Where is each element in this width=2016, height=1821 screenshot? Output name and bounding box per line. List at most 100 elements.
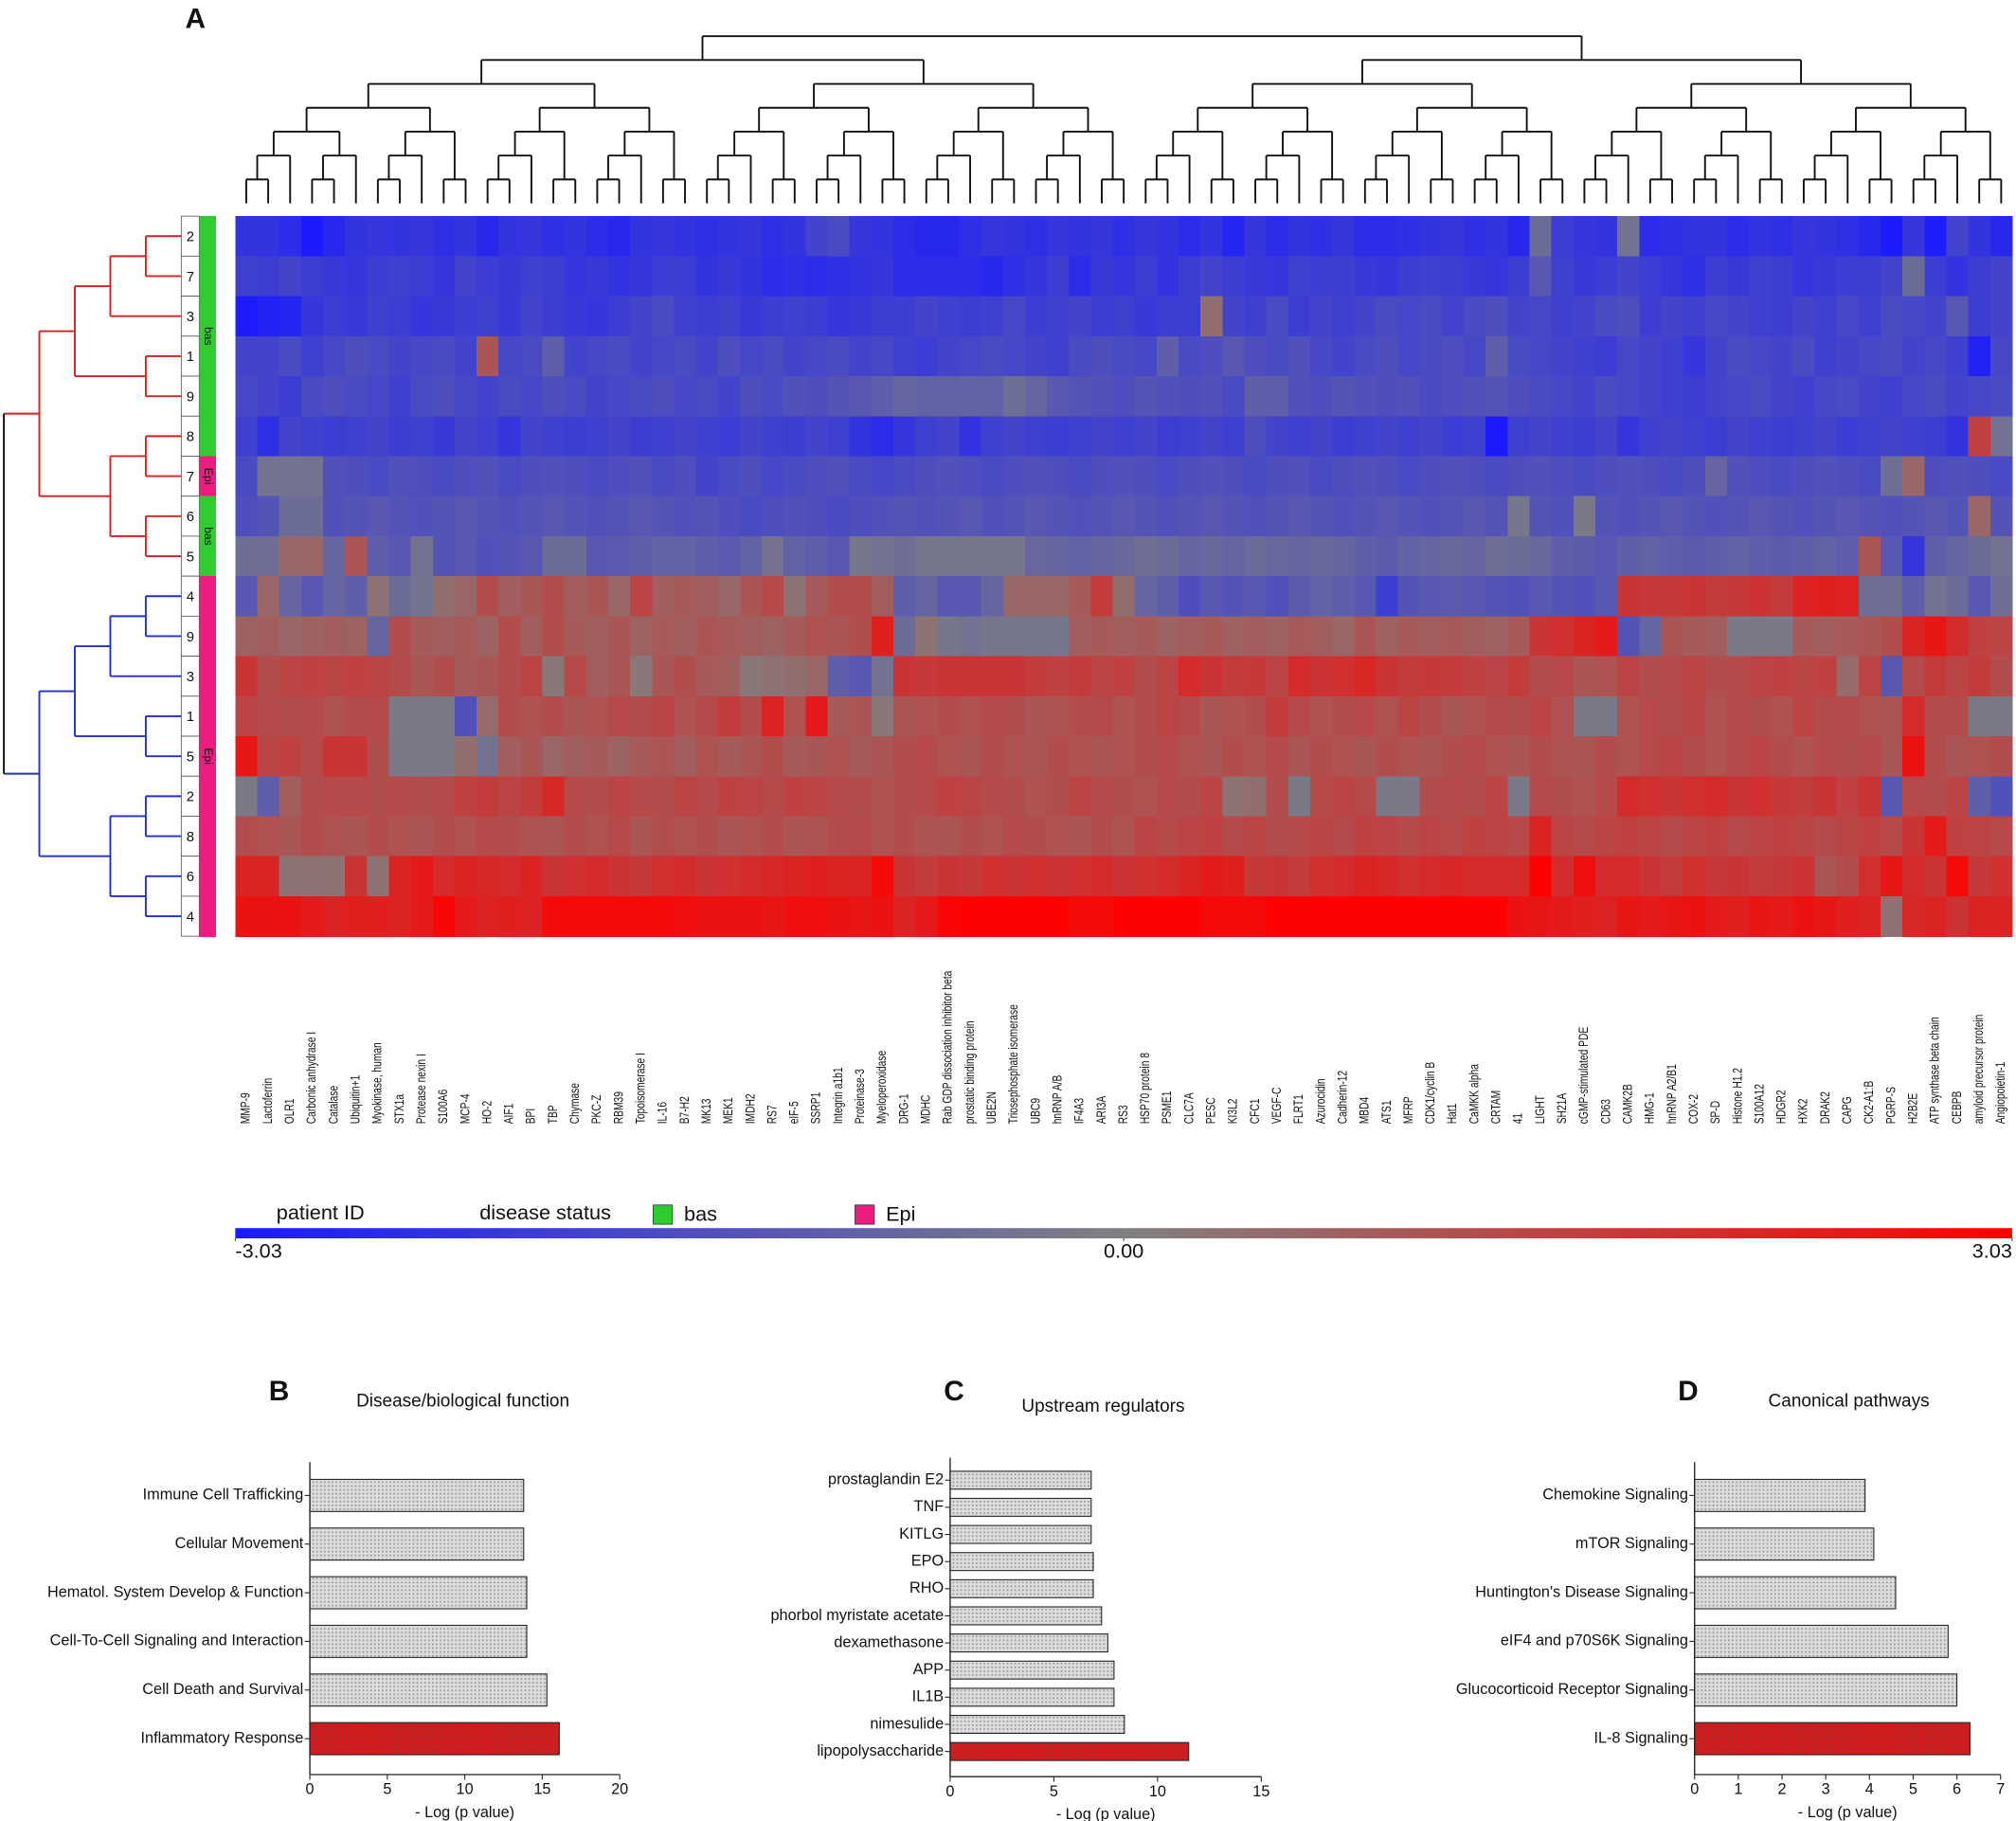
x-tick-label: 10 [457,1781,474,1798]
heatmap-cell [477,895,500,937]
heatmap-cell [1441,656,1465,697]
column-label: Azurocidin [1313,1078,1328,1124]
heatmap-cell [607,816,631,857]
heatmap-cell [257,895,280,937]
heatmap-cell [1639,616,1663,658]
heatmap-cell [1836,335,1860,377]
heatmap-cell [1683,335,1706,377]
heatmap-cell [1946,736,1970,778]
heatmap-cell [1661,695,1684,737]
heatmap-cell [1836,816,1860,857]
heatmap-cell [937,895,961,937]
heatmap-cell [1244,816,1268,857]
heatmap-cell [717,416,741,458]
heatmap-cell [1090,695,1114,737]
x-tick-label: 1 [1734,1781,1742,1798]
heatmap-cell [871,456,894,497]
x-tick-label: 0 [945,1783,954,1800]
heatmap-cell [1880,695,1903,737]
heatmap-cell [1792,376,1816,418]
heatmap-cell [1376,496,1399,537]
heatmap-cell [1266,496,1289,537]
heatmap-cell [1858,256,1881,297]
status-cell [199,736,216,777]
heatmap-cell [564,335,587,377]
heatmap-cell [235,335,259,377]
heatmap-cell [739,256,763,297]
heatmap-cell [1573,335,1596,377]
heatmap-cell [1771,576,1794,618]
bar [1694,1478,1866,1512]
column-label: Hat1 [1445,1104,1460,1125]
x-axis-label: - Log (p value) [1798,1804,1898,1821]
heatmap-cell [1047,496,1071,537]
heatmap-cell [1376,736,1399,778]
heatmap-cell [762,695,785,737]
heatmap-cell [1419,456,1443,497]
heatmap-cell [432,256,456,297]
heatmap-cell [1507,856,1531,897]
heatmap-cell [1179,776,1202,818]
heatmap-cell [805,616,829,658]
heatmap-cell [1617,856,1641,897]
heatmap-cell [1946,576,1970,618]
heatmap-cell [1924,656,1948,697]
heatmap-cell [1376,776,1399,818]
heatmap-cell [1024,616,1048,658]
heatmap-cell [1332,416,1356,458]
heatmap-cell [1704,335,1728,377]
heatmap-cell [1683,216,1706,258]
heatmap-cell [300,256,324,297]
heatmap-cell [432,296,456,337]
heatmap-cell [1683,895,1706,937]
heatmap-cell [1836,856,1860,897]
heatmap-cell [454,576,477,618]
heatmap-cell [1090,736,1114,778]
heatmap-cell [1726,216,1750,258]
heatmap-cell [1354,216,1377,258]
heatmap-cell [893,736,916,778]
heatmap-cell [607,256,631,297]
heatmap-cell [1332,376,1356,418]
heatmap-cell [1024,776,1048,818]
heatmap-cell [1639,535,1663,577]
heatmap-cell [893,496,916,537]
heatmap-cell [915,695,939,737]
heatmap-cell [762,456,785,497]
heatmap-cell [1485,335,1509,377]
heatmap-cell [477,296,500,337]
heatmap-cell [827,736,851,778]
heatmap-cell [410,776,434,818]
category-label: Hematol. System Develop & Function [47,1583,303,1600]
heatmap-cell [1924,216,1948,258]
heatmap-cell [279,895,302,937]
heatmap-cell [739,535,763,577]
heatmap-cell [564,695,587,737]
heatmap-cell [762,776,785,818]
heatmap-cell [1397,496,1421,537]
heatmap-cell [1573,456,1596,497]
heatmap-cell [1419,695,1443,737]
heatmap-cell [345,496,369,537]
heatmap-cell [849,695,873,737]
heatmap-cell [630,416,654,458]
heatmap-cell [520,335,544,377]
heatmap-cell [498,335,522,377]
heatmap-cell [542,576,566,618]
column-label: CLC7A [1181,1092,1197,1125]
heatmap-cell [1639,216,1663,258]
heatmap-cell [1024,576,1048,618]
heatmap-cell [1464,456,1487,497]
heatmap-cell [1946,535,1970,577]
column-label: H2B2E [1905,1093,1920,1124]
heatmap-cell [827,456,851,497]
heatmap-cell [849,656,873,697]
heatmap-cell [257,576,280,618]
heatmap-cell [367,776,390,818]
heatmap-cell [1836,216,1860,258]
heatmap-cell [674,216,697,258]
heatmap-cell [1332,496,1356,537]
heatmap-cell [257,496,280,537]
heatmap-cell [345,816,369,857]
heatmap-cell [1200,216,1224,258]
